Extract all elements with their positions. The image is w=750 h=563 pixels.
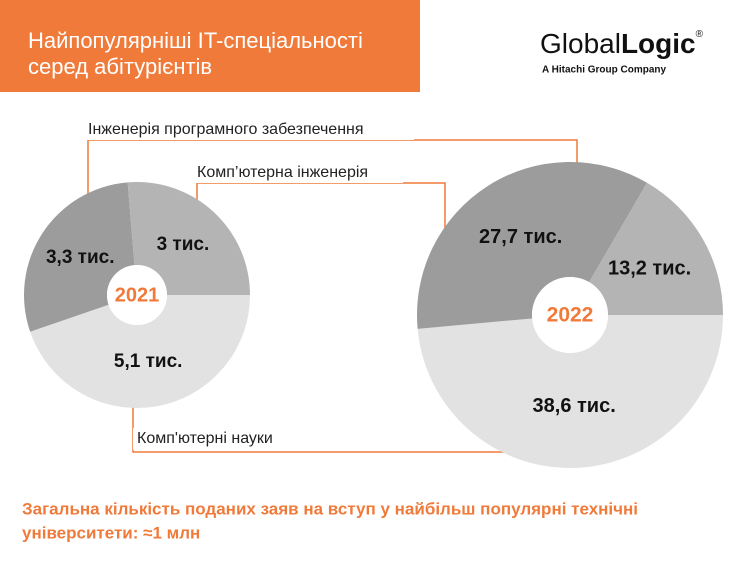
value-label: 27,7 тис. xyxy=(479,226,562,248)
callout-line xyxy=(132,388,518,453)
donut-slice xyxy=(30,295,251,408)
logo-mark: ® xyxy=(696,29,704,40)
logo-sub: A Hitachi Group Company xyxy=(542,65,667,76)
title-line: серед абітурієнтів xyxy=(28,54,212,79)
center-label: 2022 xyxy=(547,304,594,327)
value-label: 38,6 тис. xyxy=(533,395,616,417)
donut-slice xyxy=(589,182,723,315)
donut-slice xyxy=(127,182,250,295)
category-label: Інженерія програмного забезпечення xyxy=(88,121,364,138)
label-bg xyxy=(133,428,308,450)
label-bg xyxy=(193,161,403,183)
value-label: 5,1 тис. xyxy=(114,351,183,372)
value-label: 3,3 тис. xyxy=(46,247,115,268)
category-label: Комп’ютерна інженерія xyxy=(197,164,368,181)
donut-hole xyxy=(107,265,167,325)
donut-slice xyxy=(417,315,723,469)
logo-light: Global xyxy=(540,28,621,59)
label-bg xyxy=(84,118,414,140)
donut-slice xyxy=(24,182,135,332)
logo: GlobalLogic® xyxy=(540,28,704,59)
value-label: 13,2 тис. xyxy=(608,258,691,280)
category-label: Комп'ютерні науки xyxy=(137,430,273,447)
logo-bold: Logic xyxy=(621,28,696,59)
donut-slice xyxy=(416,162,648,329)
center-label: 2021 xyxy=(115,284,160,306)
footer-line: університети: ≈1 млн xyxy=(22,523,200,542)
title-box xyxy=(0,0,420,92)
footer-line: Загальна кількість поданих заяв на вступ… xyxy=(22,499,638,518)
charts: 5,1 тис. 3,3 тис. 3 тис. 2021 38,6 тис. 27,7 … xyxy=(24,162,723,469)
value-label: 3 тис. xyxy=(157,234,210,255)
title-line: Найпопулярніші IT-спеціальності xyxy=(28,28,363,53)
donut-hole xyxy=(532,277,608,353)
